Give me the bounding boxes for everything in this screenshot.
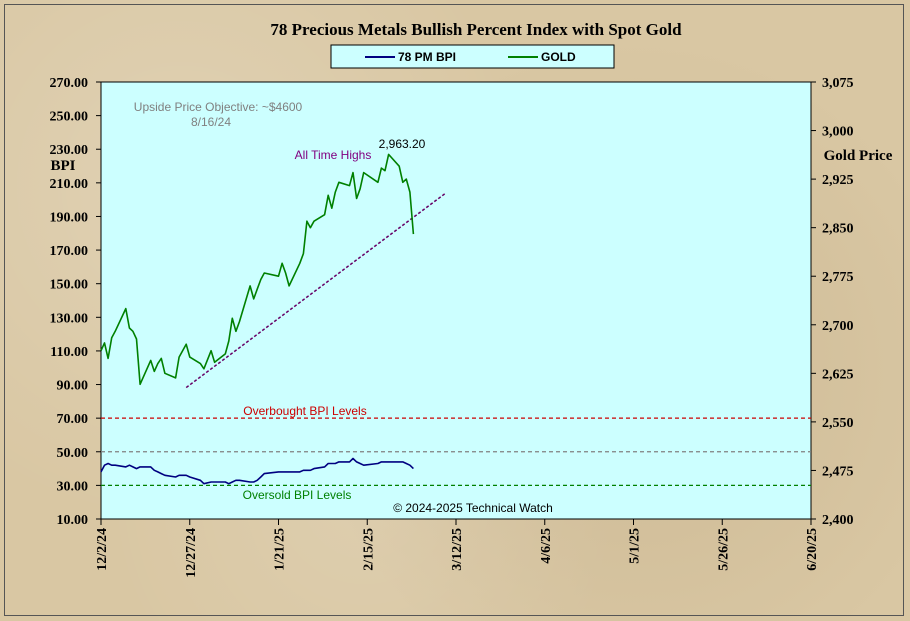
- legend-label-bpi: 78 PM BPI: [398, 50, 456, 64]
- all-time-highs-annotation: All Time Highs: [295, 148, 372, 162]
- right-tick-label: 3,075: [822, 76, 854, 91]
- trendline-group: [185, 192, 446, 389]
- right-tick-label: 2,850: [822, 222, 854, 237]
- series-lines: [100, 153, 415, 485]
- left-tick-label: 90.00: [57, 379, 89, 394]
- right-tick-label: 2,550: [822, 416, 854, 431]
- left-tick-label: 130.00: [50, 311, 89, 326]
- right-tick-label: 2,775: [822, 270, 854, 285]
- left-tick-label: 10.00: [57, 513, 89, 528]
- reference-lines: [101, 417, 811, 486]
- gold-series-line: [100, 153, 415, 386]
- right-axis-ticks: 3,075 3,000 2,925 2,850 2,775 2,700 2,625 2,550…: [811, 76, 854, 528]
- left-tick-label: 50.00: [57, 446, 89, 461]
- x-tick-label: 4/6/25: [539, 528, 554, 564]
- price-objective-annotation: Upside Price Objective: ~$4600: [134, 100, 303, 114]
- left-tick-label: 150.00: [50, 278, 89, 293]
- right-tick-label: 3,000: [822, 125, 854, 140]
- chart-title: 78 Precious Metals Bullish Percent Index…: [270, 20, 682, 39]
- legend-label-gold: GOLD: [541, 50, 576, 64]
- x-tick-label: 1/21/25: [273, 528, 288, 571]
- chart-frame: [4, 4, 904, 616]
- trendline: [185, 192, 446, 389]
- bpi-series-line: [100, 457, 414, 485]
- plot-area: [100, 81, 812, 520]
- left-axis-label: BPI: [50, 158, 75, 174]
- right-axis-label: Gold Price: [824, 148, 893, 164]
- left-tick-label: 250.00: [50, 110, 89, 125]
- x-tick-label: 12/2/24: [95, 528, 110, 571]
- price-objective-date: 8/16/24: [191, 115, 231, 129]
- x-tick-label: 12/27/24: [184, 528, 199, 578]
- left-axis-ticks: 270.00 250.00 230.00 210.00 190.00 170.00 150.…: [50, 76, 101, 528]
- left-tick-label: 70.00: [57, 412, 89, 427]
- legend-box: [330, 44, 615, 69]
- left-tick-label: 230.00: [50, 143, 89, 158]
- left-tick-label: 170.00: [50, 244, 89, 259]
- right-tick-label: 2,400: [822, 513, 854, 528]
- left-tick-label: 210.00: [50, 177, 89, 192]
- right-tick-label: 2,475: [822, 464, 854, 479]
- peak-price-label: 2,963.20: [379, 137, 426, 151]
- right-tick-label: 2,625: [822, 367, 854, 382]
- x-tick-label: 3/12/25: [450, 528, 465, 571]
- right-tick-label: 2,925: [822, 173, 854, 188]
- right-tick-label: 2,700: [822, 319, 854, 334]
- left-tick-label: 110.00: [50, 345, 88, 360]
- copyright-text: © 2024-2025 Technical Watch: [393, 501, 553, 515]
- x-tick-label: 2/15/25: [361, 528, 376, 571]
- left-tick-label: 30.00: [57, 479, 89, 494]
- legend: 78 PM BPI GOLD: [330, 44, 615, 69]
- x-axis-ticks: 12/2/24 12/27/24 1/21/25 2/15/25 3/12/25 4/6/…: [95, 519, 820, 578]
- oversold-label: Oversold BPI Levels: [243, 488, 352, 502]
- x-tick-label: 5/26/25: [716, 528, 731, 571]
- x-tick-label: 5/1/25: [628, 528, 643, 564]
- x-tick-label: 6/20/25: [805, 528, 820, 571]
- overbought-label: Overbought BPI Levels: [243, 404, 366, 418]
- left-tick-label: 270.00: [50, 76, 89, 91]
- left-tick-label: 190.00: [50, 210, 89, 225]
